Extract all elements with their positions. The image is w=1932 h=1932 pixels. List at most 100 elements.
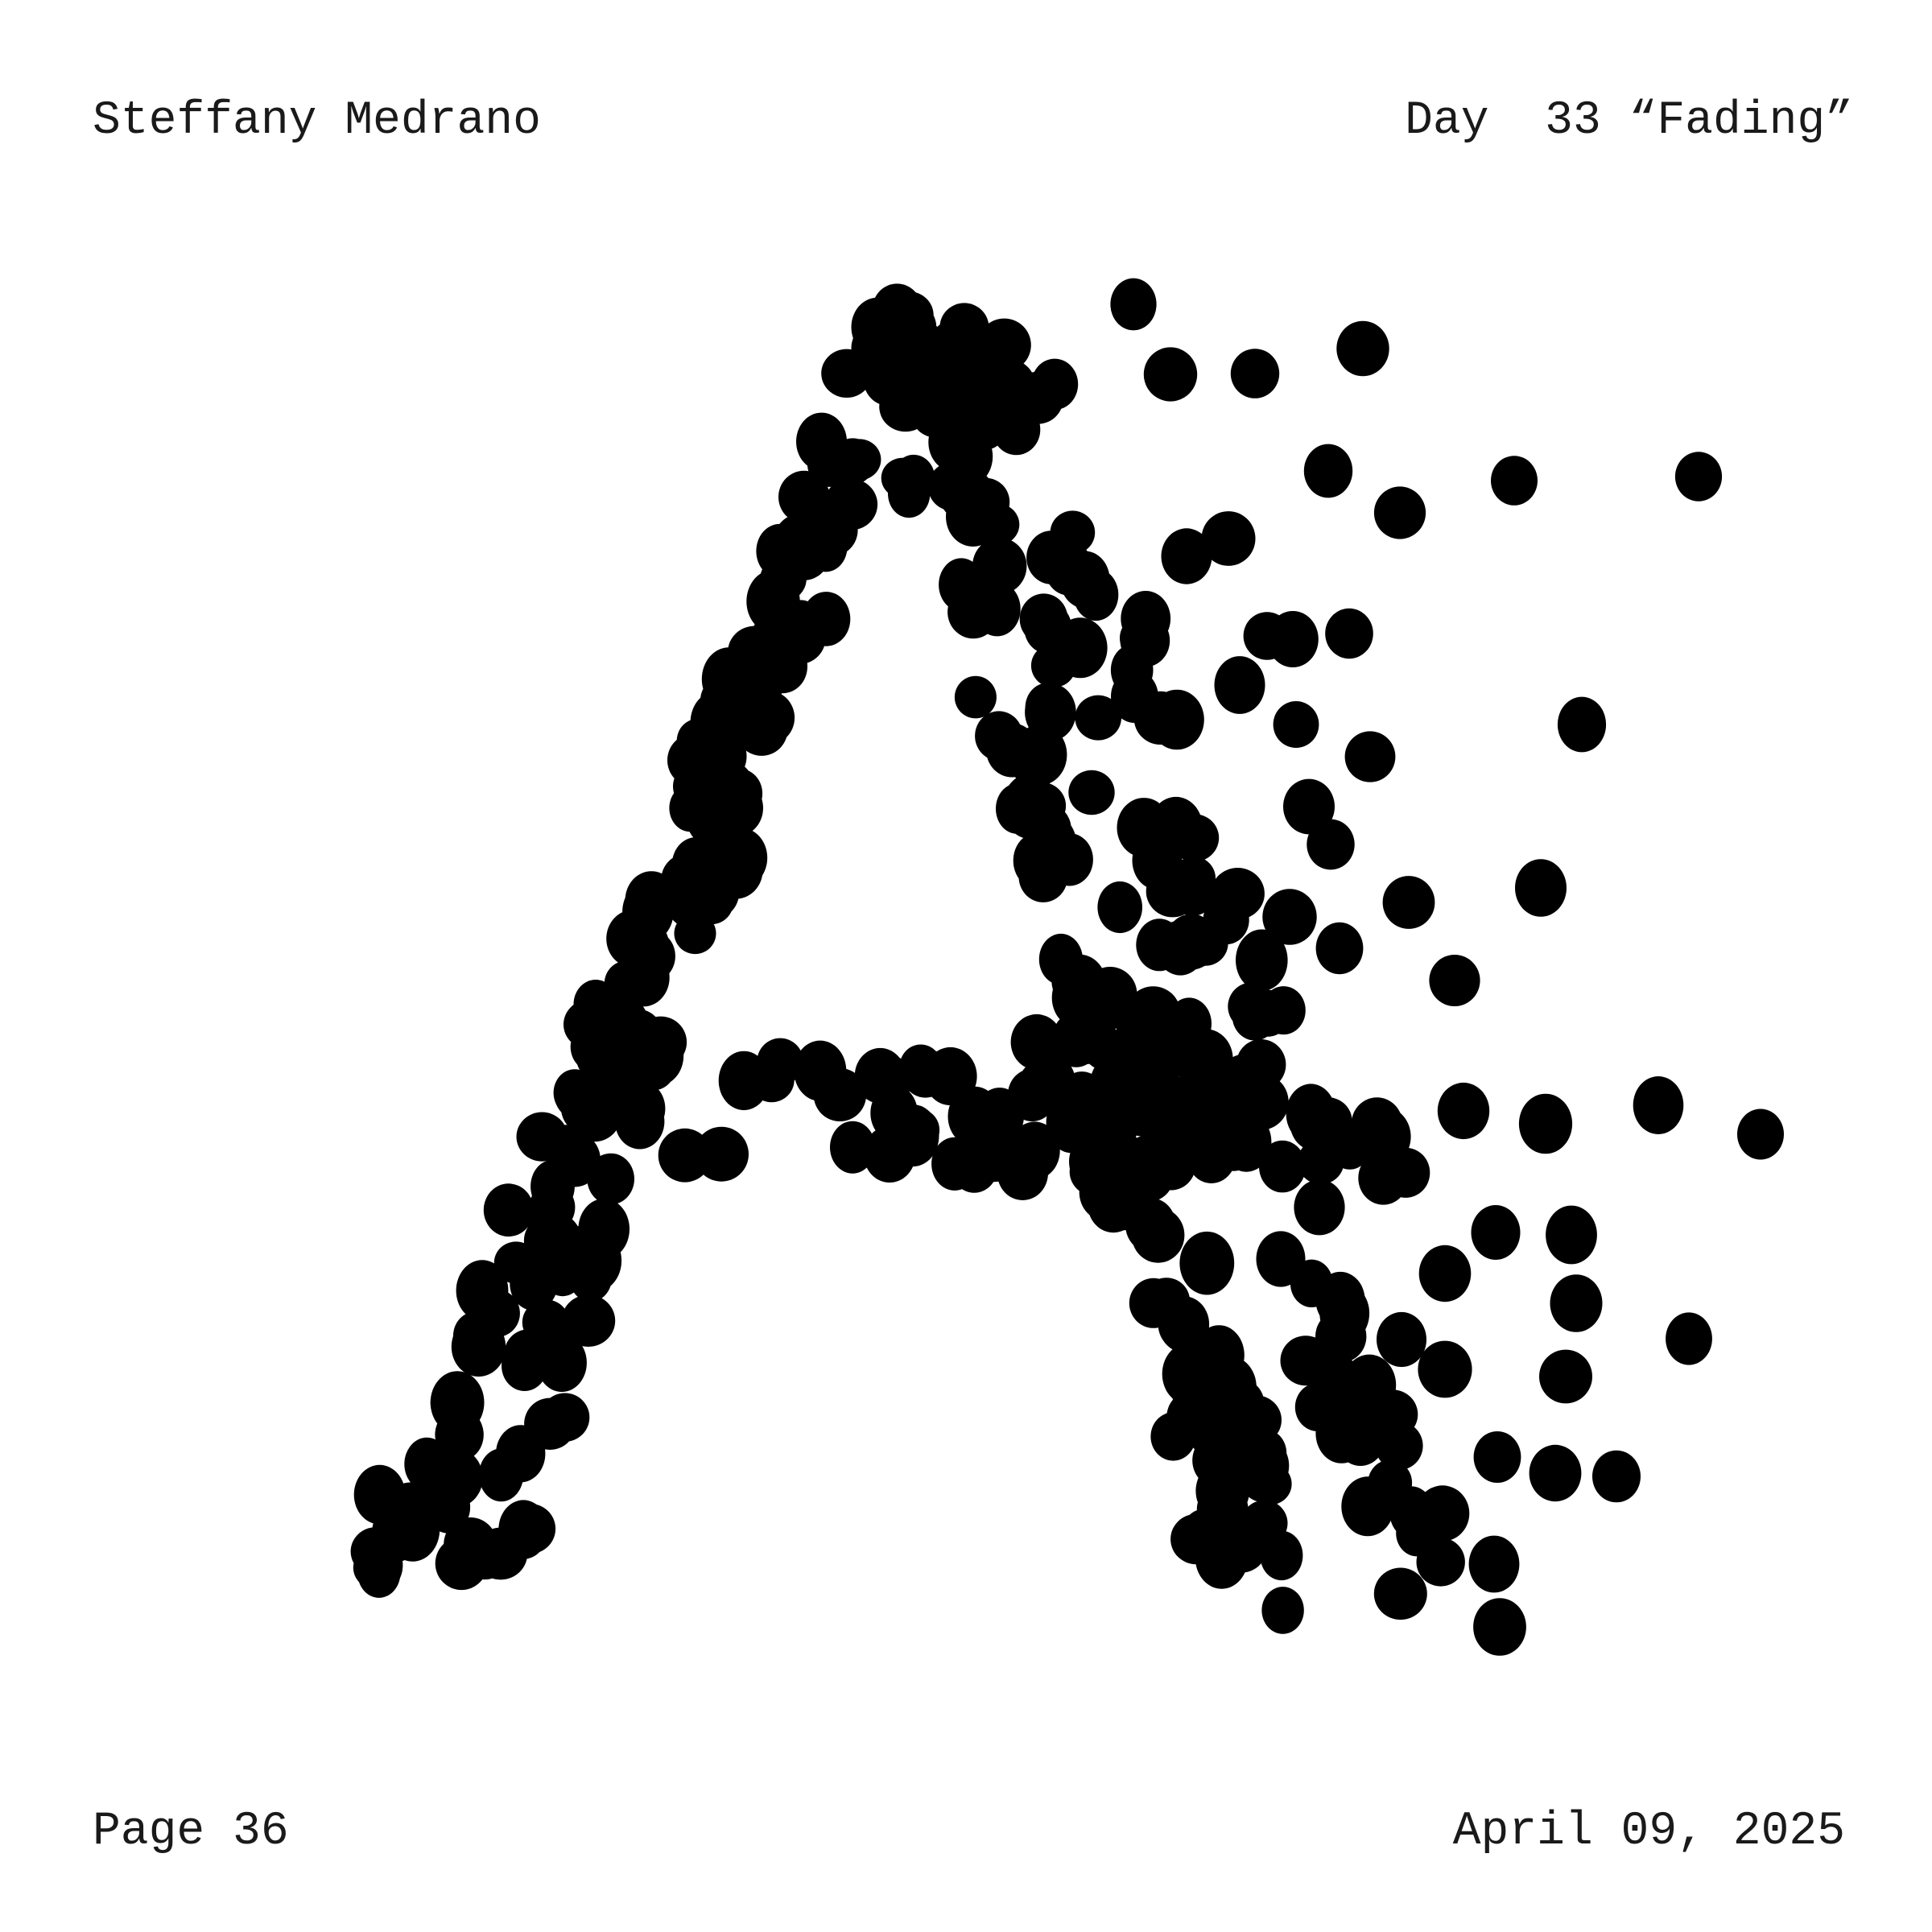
- dot: [1214, 656, 1265, 714]
- dot: [1158, 1298, 1203, 1350]
- dot: [838, 439, 881, 481]
- dot: [1468, 1535, 1520, 1593]
- dot: [1149, 796, 1203, 858]
- dot: [954, 675, 997, 719]
- dot: [498, 1500, 549, 1559]
- dot: [430, 1379, 476, 1426]
- dot: [1166, 1110, 1212, 1162]
- dot: [1592, 1450, 1641, 1503]
- dot: [854, 1047, 906, 1104]
- dot: [1473, 1598, 1526, 1656]
- dot: [444, 1517, 497, 1571]
- dot: [526, 1221, 580, 1274]
- dot: [669, 784, 712, 832]
- dot: [1075, 695, 1121, 741]
- dot: [1179, 1231, 1235, 1295]
- dot: [1097, 881, 1142, 934]
- dot: [357, 1548, 401, 1598]
- dot: [706, 789, 753, 835]
- dot: [1418, 1245, 1472, 1302]
- dot: [1633, 1076, 1684, 1134]
- dot: [386, 1493, 436, 1542]
- dot: [1180, 1403, 1227, 1449]
- dot: [1069, 1147, 1118, 1196]
- dot: [1010, 1013, 1063, 1071]
- dot: [456, 1260, 509, 1322]
- dot: [1539, 1349, 1592, 1404]
- dot: [1013, 371, 1064, 424]
- dot: [606, 910, 660, 968]
- dot: [1375, 1421, 1423, 1471]
- dot: [795, 504, 847, 564]
- dot: [1529, 1444, 1582, 1502]
- dot: [1518, 1093, 1573, 1154]
- dot: [1256, 1231, 1306, 1287]
- dot: [796, 412, 847, 471]
- dot: [1415, 1485, 1470, 1542]
- dot: [865, 319, 917, 372]
- dot: [1068, 770, 1115, 815]
- dot: [1143, 1030, 1189, 1082]
- dot: [1303, 444, 1353, 498]
- dot: [1335, 1413, 1385, 1466]
- dot: [1025, 683, 1076, 741]
- dot: [1377, 1311, 1426, 1368]
- dot: [1131, 1208, 1185, 1263]
- dot: [1053, 617, 1108, 679]
- dot: [564, 999, 615, 1050]
- dot: [749, 1057, 795, 1103]
- dot: [931, 1137, 978, 1191]
- dot: [504, 1329, 553, 1377]
- dot: [1315, 1271, 1365, 1329]
- dot: [1368, 1459, 1413, 1506]
- dot: [1262, 889, 1317, 945]
- dot: [1228, 982, 1276, 1031]
- dot: [1006, 731, 1056, 784]
- dot: [483, 1183, 534, 1237]
- dot: [1016, 782, 1067, 830]
- dot: [561, 1294, 616, 1347]
- dot: [1241, 1500, 1288, 1546]
- dot: [700, 674, 753, 728]
- dot: [1148, 863, 1196, 917]
- dot: [947, 585, 999, 639]
- dot: [1373, 486, 1426, 539]
- dot: [1294, 1179, 1345, 1236]
- dot: [1044, 540, 1092, 596]
- dot: [1009, 1121, 1060, 1180]
- dot: [1373, 1567, 1427, 1620]
- dot: [1194, 1057, 1244, 1105]
- dot: [1261, 1587, 1304, 1634]
- dot: [1259, 1140, 1306, 1193]
- dot: [1515, 859, 1567, 917]
- dot: [661, 852, 715, 907]
- dot: [1294, 1383, 1341, 1431]
- dot: [1201, 511, 1256, 566]
- dot: [1110, 278, 1157, 331]
- date-label: April 09, 2025: [1452, 1806, 1845, 1858]
- dot: [1165, 914, 1218, 970]
- author-name: Steffany Medrano: [93, 95, 541, 147]
- dot: [1211, 868, 1265, 920]
- dot: [1120, 614, 1170, 667]
- dot: [1325, 608, 1373, 659]
- dot: [1666, 1312, 1712, 1365]
- dot: [1111, 1137, 1157, 1184]
- dot: [1491, 456, 1538, 506]
- dot: [930, 415, 973, 466]
- dot: [972, 537, 1027, 595]
- dot: [1557, 696, 1607, 753]
- dot: [694, 1126, 749, 1182]
- dot: [1737, 1108, 1784, 1160]
- dot: [735, 702, 788, 756]
- dot: [1161, 528, 1212, 584]
- dot: [949, 469, 994, 518]
- dot: [544, 1125, 590, 1172]
- page-number: Page 36: [93, 1806, 289, 1858]
- dot: [1315, 922, 1364, 975]
- dot: [910, 356, 964, 411]
- dot: [1230, 349, 1280, 398]
- dot: [1236, 929, 1288, 992]
- dot: [609, 1080, 655, 1132]
